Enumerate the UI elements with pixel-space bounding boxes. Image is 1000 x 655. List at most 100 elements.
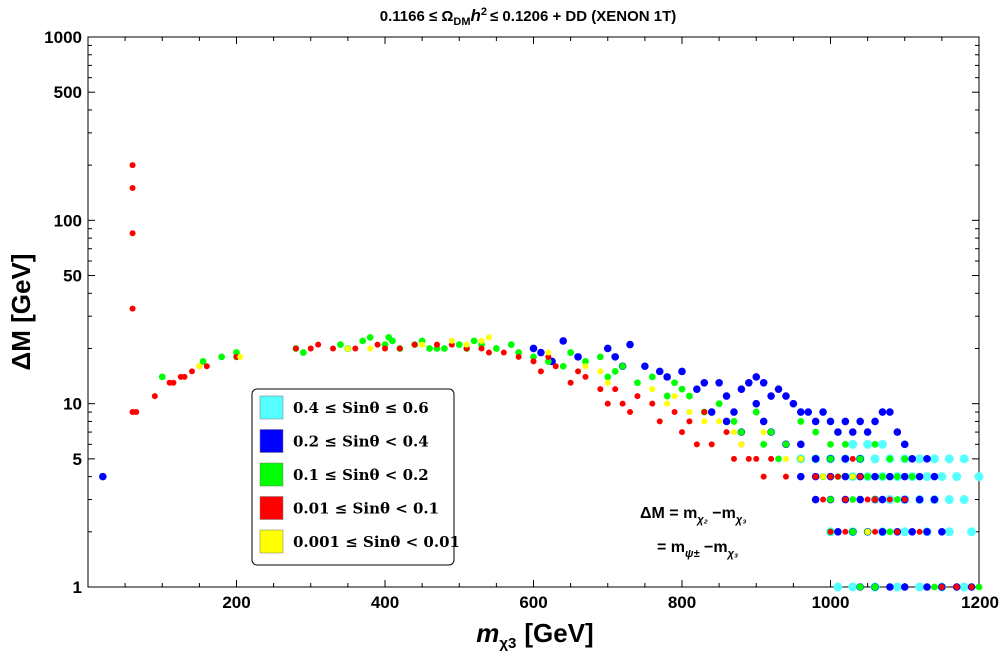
data-point [292, 345, 299, 352]
data-point [834, 473, 841, 480]
chart-title: 0.1166 ≤ ΩDMh2 ≤ 0.1206 + DD (XENON 1T) [380, 6, 677, 28]
data-point [507, 341, 515, 348]
data-point [901, 455, 909, 463]
data-point [759, 417, 768, 426]
data-point [959, 495, 969, 505]
data-point [944, 454, 954, 464]
data-point [634, 379, 641, 387]
data-point [804, 408, 813, 416]
legend-swatch [259, 462, 284, 487]
data-point [604, 400, 611, 407]
data-point [730, 418, 738, 425]
x-axis-label-unit: [GeV] [524, 618, 593, 648]
legend-swatch [259, 395, 284, 420]
data-point [181, 373, 188, 380]
data-point [367, 345, 374, 352]
data-point [448, 337, 455, 344]
data-point [871, 583, 879, 591]
data-point [597, 368, 604, 375]
data-point [931, 583, 938, 591]
data-point [664, 400, 671, 407]
data-point [915, 495, 924, 504]
data-point [170, 379, 177, 386]
data-point [848, 582, 858, 592]
data-point [789, 399, 798, 408]
data-point [812, 473, 819, 480]
data-point [129, 185, 136, 192]
data-point [886, 472, 894, 481]
data-point [893, 496, 901, 503]
y-tick-label: 10 [63, 395, 82, 414]
data-point [723, 429, 730, 436]
data-point [863, 439, 873, 449]
data-point [686, 418, 693, 425]
data-point [753, 455, 760, 462]
data-point [923, 583, 931, 591]
data-point [841, 417, 850, 426]
data-point [938, 528, 946, 536]
data-point [944, 495, 954, 505]
data-point [648, 373, 656, 381]
data-point [485, 349, 492, 356]
data-point [530, 353, 537, 361]
data-points [99, 162, 984, 592]
data-point [878, 495, 887, 504]
legend-swatch [259, 496, 284, 520]
data-point [330, 345, 337, 352]
data-point [596, 353, 604, 361]
data-point [878, 408, 887, 416]
data-point [959, 582, 969, 592]
data-point [678, 367, 686, 376]
data-point [863, 428, 872, 436]
data-point [922, 472, 932, 482]
data-point [811, 495, 820, 504]
data-point [827, 528, 834, 535]
data-point [908, 473, 916, 481]
data-point [937, 472, 947, 482]
data-point [856, 583, 864, 591]
legend: 0.4 ≤ Sinθ ≤ 0.6 0.2 ≤ Sinθ < 0.4 0.1 ≤ Si… [251, 388, 460, 566]
plot-frame [87, 36, 980, 588]
data-point [515, 349, 523, 356]
data-point [656, 418, 663, 425]
data-point [811, 417, 820, 426]
data-point [856, 417, 864, 426]
data-point [299, 349, 307, 356]
data-point [923, 455, 931, 463]
delta-m-annotation: ΔM = mχ₂ −mχ₃ = mψ± −mχ₃ [640, 505, 747, 560]
data-point [848, 439, 858, 449]
x-tick-label: 600 [519, 593, 547, 612]
data-point [99, 472, 107, 481]
data-point [199, 358, 207, 365]
data-point [975, 583, 983, 591]
data-point [752, 399, 761, 408]
data-point [900, 583, 909, 591]
data-point [944, 527, 954, 537]
data-point [715, 400, 723, 408]
data-point [530, 358, 537, 365]
data-point [722, 392, 731, 400]
x-tick-label: 1200 [961, 593, 999, 612]
data-point [864, 528, 871, 535]
data-point [315, 341, 322, 348]
data-point [886, 583, 894, 591]
data-point [879, 473, 886, 481]
annotation-1-s2: χ₃ [735, 514, 747, 526]
data-point [878, 528, 887, 536]
data-point [671, 393, 678, 400]
y-tick-label: 1 [73, 578, 82, 597]
data-point [974, 472, 984, 482]
data-point [492, 345, 500, 352]
data-point [686, 392, 693, 400]
data-point [848, 428, 857, 436]
data-point [196, 363, 203, 370]
data-point [767, 428, 775, 436]
title-sub: DM [453, 16, 470, 28]
data-point [396, 345, 403, 352]
y-tick-label: 50 [63, 267, 82, 286]
data-point [559, 362, 567, 370]
data-point [826, 417, 835, 426]
data-point [686, 409, 693, 416]
x-axis-label-main: m [476, 618, 499, 648]
data-point [827, 455, 834, 463]
